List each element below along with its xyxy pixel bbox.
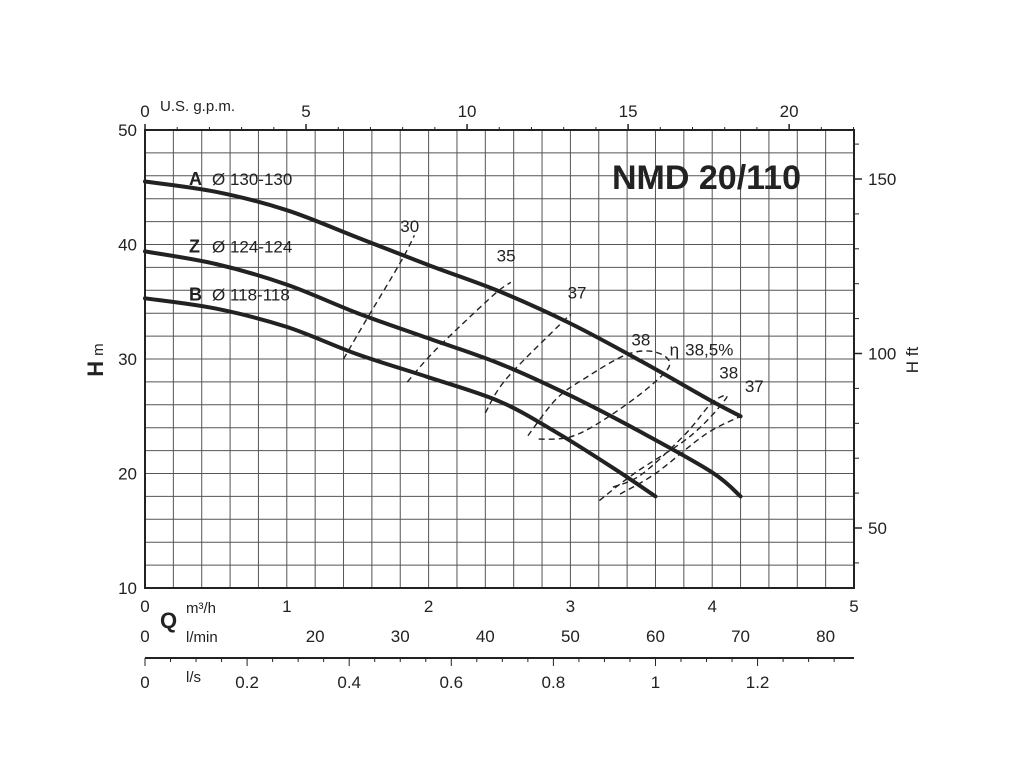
efficiency-curve-5 <box>619 415 741 495</box>
efficiency-label: 38 <box>719 363 738 382</box>
x-lmin-tick-label: 50 <box>561 627 580 646</box>
y-left-axis-unit: m <box>90 343 107 356</box>
y-right-tick-label: 100 <box>868 345 896 364</box>
efficiency-curve-0 <box>342 234 416 360</box>
pump-curve-a <box>143 179 743 419</box>
x-top-tick-label: 15 <box>619 102 638 121</box>
pump-curve-z <box>143 249 743 499</box>
efficiency-curve-2 <box>484 314 572 414</box>
y-left-tick-label: 30 <box>118 350 137 369</box>
x-ls-tick-label: 0.2 <box>235 673 259 692</box>
x-primary-tick-label: 0 <box>140 597 149 616</box>
x-ls-tick-label: 0 <box>140 673 149 692</box>
y-left-tick-label: 10 <box>118 579 137 598</box>
x-top-tick-label: 5 <box>301 102 310 121</box>
x-lmin-unit: l/min <box>186 629 218 646</box>
curve-diameter-a: Ø 130-130 <box>212 170 292 189</box>
x-primary-unit: m³/h <box>186 600 216 617</box>
x-lmin-tick-label: 30 <box>391 627 410 646</box>
x-ls-tick-label: 0.8 <box>542 673 566 692</box>
y-left-axis-title: Hm <box>83 343 108 376</box>
curve-diameter-b: Ø 118-118 <box>212 286 290 305</box>
x-primary-tick-label: 3 <box>566 597 575 616</box>
y-left-tick-label: 50 <box>118 121 137 140</box>
x-ls-tick-label: 1 <box>651 673 660 692</box>
efficiency-peak-value: 38,5% <box>685 341 733 360</box>
x-top-tick-label: 20 <box>780 102 799 121</box>
x-lmin-tick-label: 20 <box>306 627 325 646</box>
efficiency-label: 37 <box>745 377 764 396</box>
y-left-tick-label: 40 <box>118 236 137 255</box>
x-top-tick-label: 10 <box>458 102 477 121</box>
y-right-axis-title: H ft <box>903 347 922 374</box>
y-right-tick-label: 50 <box>868 519 887 538</box>
efficiency-label: 35 <box>497 247 516 266</box>
x-lmin-tick-label: 40 <box>476 627 495 646</box>
curve-label-a: A <box>189 169 202 189</box>
efficiency-label: 38 <box>631 330 650 349</box>
x-primary-tick-label: 1 <box>282 597 291 616</box>
curve-label-z: Z <box>189 237 200 257</box>
x-ls-tick-label: 0.4 <box>337 673 361 692</box>
pump-curves <box>143 179 743 499</box>
efficiency-curves <box>342 234 741 502</box>
efficiency-label-peak: η 38,5% <box>670 341 734 360</box>
curve-diameter-z: Ø 124-124 <box>212 238 292 257</box>
pump-curve-b <box>143 296 658 499</box>
efficiency-label: 30 <box>400 217 419 236</box>
x-primary-tick-label: 2 <box>424 597 433 616</box>
y-left-tick-label: 20 <box>118 465 137 484</box>
efficiency-curve-1 <box>406 281 512 383</box>
y-left-axis-symbol: H <box>83 361 108 377</box>
x-lmin-tick-label: 0 <box>140 627 149 646</box>
efficiency-curve-3 <box>527 350 671 440</box>
x-primary-tick-label: 5 <box>849 597 858 616</box>
y-right-tick-label: 150 <box>868 170 896 189</box>
x-primary-tick-label: 4 <box>707 597 716 616</box>
x-lmin-tick-label: 80 <box>816 627 835 646</box>
x-ls-tick-label: 1.2 <box>746 673 770 692</box>
chart-title: NMD 20/110 <box>612 159 801 197</box>
x-ls-tick-label: 0.6 <box>439 673 463 692</box>
x-lmin-tick-label: 70 <box>731 627 750 646</box>
x-lmin-tick-label: 60 <box>646 627 665 646</box>
curve-label-b: B <box>189 285 202 305</box>
x-ls-unit: l/s <box>186 669 201 686</box>
efficiency-label: 37 <box>568 283 587 302</box>
x-primary-symbol: Q <box>160 608 177 633</box>
efficiency-curve-4 <box>598 394 728 502</box>
x-top-unit: U.S. g.p.m. <box>160 98 235 115</box>
efficiency-symbol: η <box>670 341 679 360</box>
x-top-tick-label: 0 <box>140 102 149 121</box>
